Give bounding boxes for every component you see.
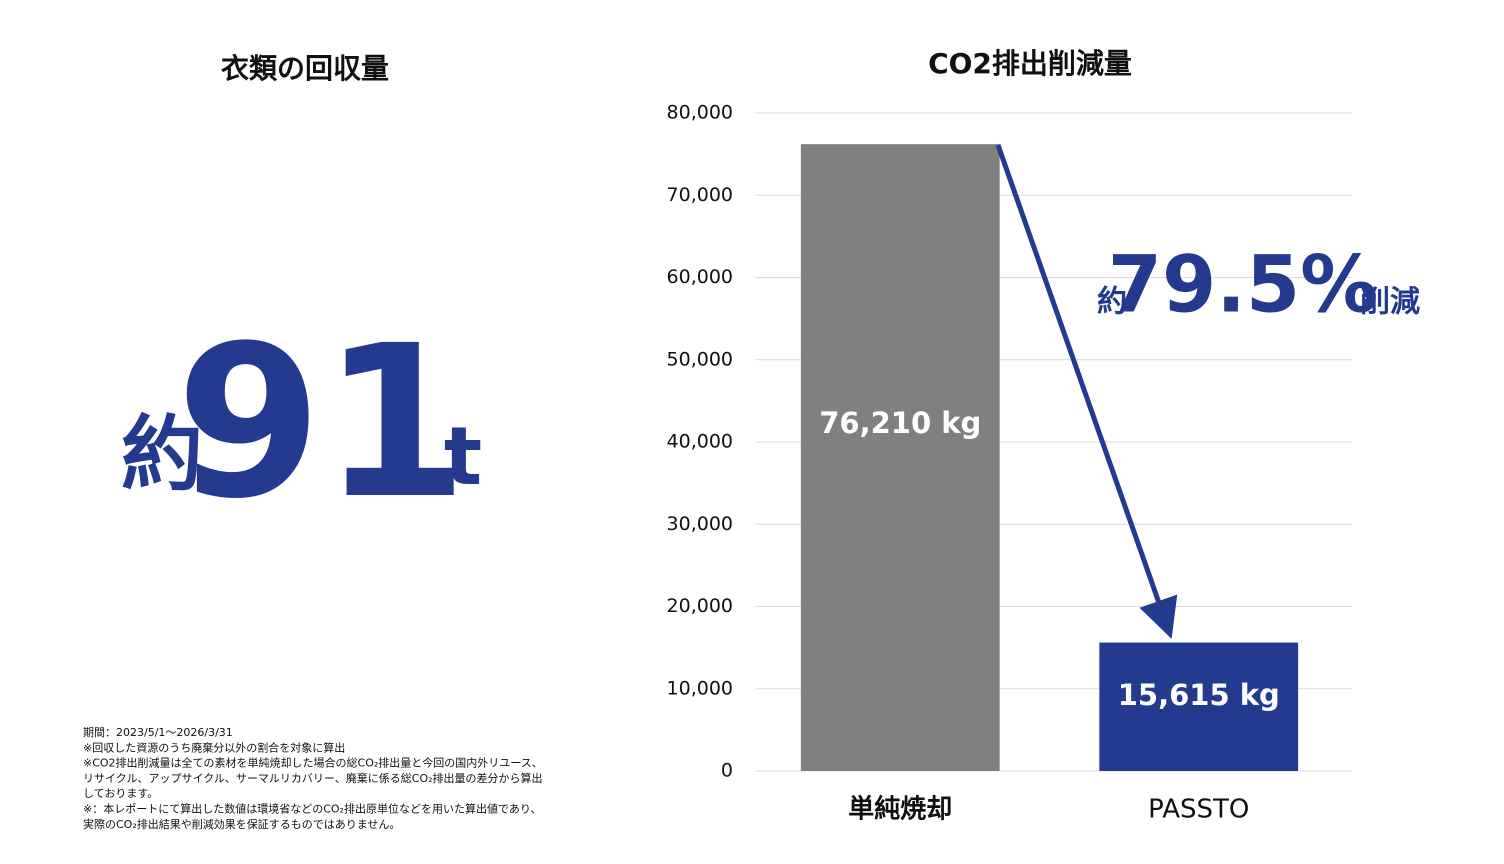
x-tick-label: PASSTO [1148, 795, 1249, 825]
value-label: 76,210 kg [819, 406, 981, 440]
bar [800, 144, 1000, 772]
note-line: 期間：2023/5/1〜2026/3/31 [83, 726, 233, 739]
collection-title: 衣類の回収量 [221, 52, 389, 85]
note-line: リサイクル、アップサイクル、サーマルリカバリー、廃棄に係る総CO₂排出量の差分か… [83, 771, 543, 785]
y-tick-label: 30,000 [667, 513, 733, 535]
note-line: 実際のCO₂排出結果や削減効果を保証するものではありません。 [83, 817, 400, 831]
value-label: 15,615 kg [1118, 678, 1280, 712]
y-tick-label: 0 [721, 760, 733, 782]
chart-title: CO2排出削減量 [928, 47, 1132, 80]
annotation-suffix: 削減 [1360, 285, 1420, 320]
y-tick-label: 60,000 [667, 266, 733, 288]
plot: 0 10,000 20,000 30,000 40,000 50,000 60,000 70,… [667, 102, 1352, 825]
collection-unit: t [444, 410, 482, 503]
y-tick-label: 40,000 [667, 431, 733, 453]
notes: 期間：2023/5/1〜2026/3/31※回収した資源のうち廃棄分以外の割合を… [83, 726, 543, 831]
y-tick-label: 10,000 [667, 677, 733, 699]
note-line: しております。 [83, 787, 158, 800]
y-tick-label: 20,000 [667, 595, 733, 617]
note-line: ※CO2排出削減量は全ての素材を単純焼却した場合の総CO₂排出量と今回の国内外リ… [83, 756, 543, 770]
note-line: ※：本レポートにて算出した数値は環境省などのCO₂排出原単位などを用いた算出値で… [83, 802, 541, 816]
collection-prefix: 約 [121, 407, 203, 502]
note-line: ※回収した資源のうち廃棄分以外の割合を対象に算出 [83, 740, 345, 754]
annotation-prefix: 約 [1097, 285, 1127, 320]
annotation-value: 79.5% [1108, 240, 1379, 330]
x-tick-label: 単純焼却 [848, 794, 952, 825]
y-tick-label: 50,000 [667, 348, 733, 370]
y-tick-label: 80,000 [667, 102, 733, 124]
reduction-arrow [995, 144, 1178, 639]
y-tick-label: 70,000 [667, 184, 733, 206]
collection-value: 91 [176, 300, 468, 545]
bar [1099, 642, 1299, 771]
